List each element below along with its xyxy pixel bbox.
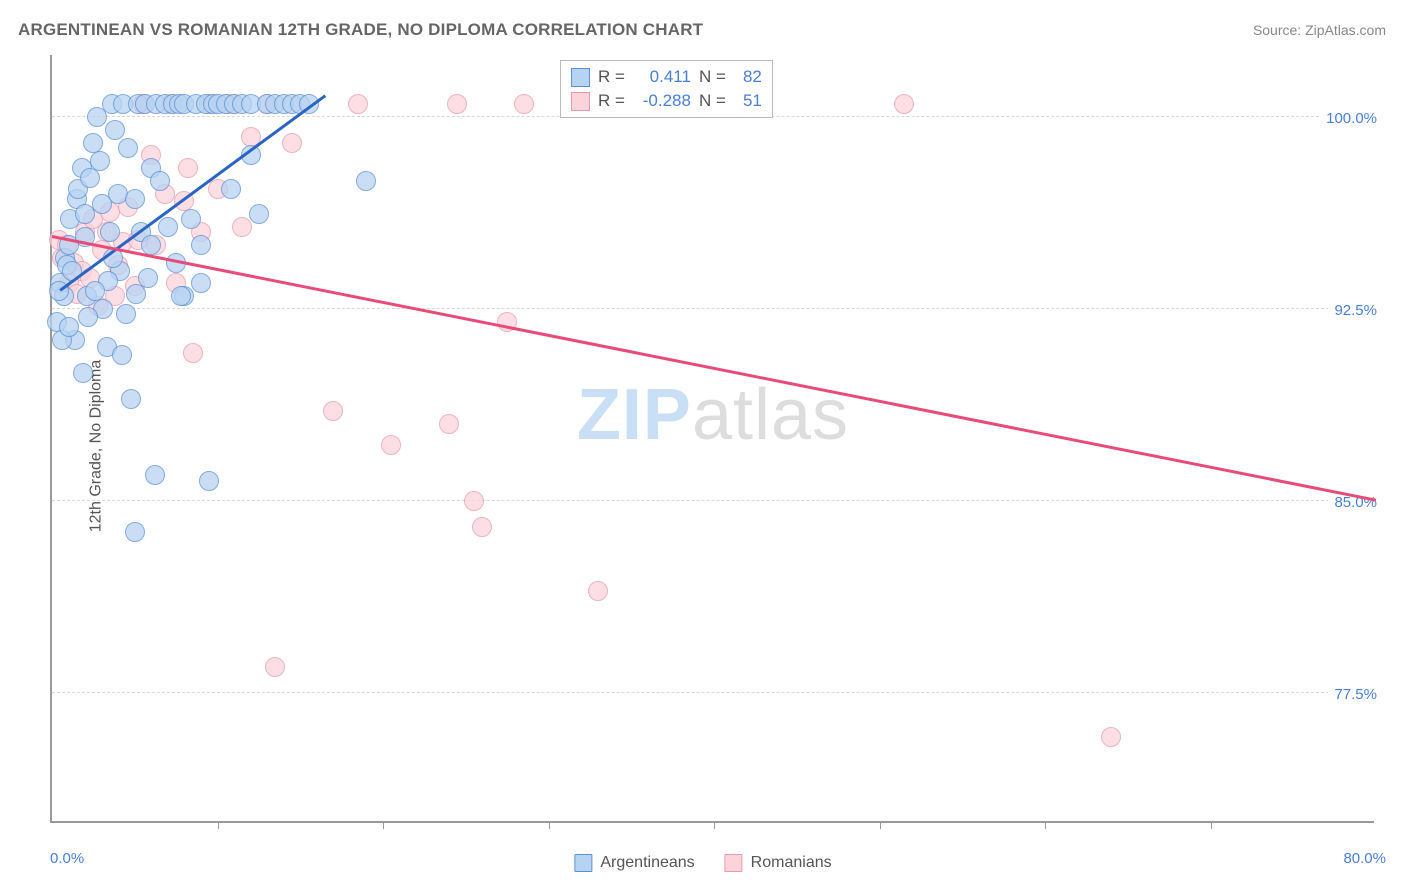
- stats-n: N =: [699, 91, 726, 111]
- stats-r: R =: [598, 67, 625, 87]
- scatter-point: [125, 522, 145, 542]
- scatter-point: [588, 581, 608, 601]
- x-axis-min-label: 0.0%: [50, 850, 84, 867]
- scatter-point: [356, 171, 376, 191]
- chart-container: ARGENTINEAN VS ROMANIAN 12TH GRADE, NO D…: [0, 0, 1406, 892]
- scatter-point: [59, 317, 79, 337]
- scatter-point: [78, 307, 98, 327]
- scatter-point: [183, 343, 203, 363]
- x-tick: [1211, 821, 1212, 829]
- scatter-point: [178, 158, 198, 178]
- gridline: [52, 500, 1374, 501]
- scatter-point: [112, 345, 132, 365]
- x-tick: [549, 821, 550, 829]
- stats-n-value: 82: [734, 67, 762, 87]
- scatter-point: [199, 471, 219, 491]
- stats-swatch: [571, 92, 590, 111]
- x-tick: [218, 821, 219, 829]
- scatter-point: [126, 284, 146, 304]
- y-tick-label: 92.5%: [1328, 302, 1377, 319]
- scatter-point: [90, 151, 110, 171]
- scatter-point: [116, 304, 136, 324]
- scatter-point: [75, 204, 95, 224]
- stats-n: N =: [699, 67, 726, 87]
- scatter-point: [514, 94, 534, 114]
- scatter-point: [439, 414, 459, 434]
- scatter-point: [181, 209, 201, 229]
- scatter-point: [221, 179, 241, 199]
- x-tick: [714, 821, 715, 829]
- legend-label: Argentineans: [600, 854, 694, 872]
- stats-row-argentineans: R = 0.411 N = 82: [571, 65, 762, 89]
- scatter-point: [447, 94, 467, 114]
- stats-row-romanians: R = -0.288 N = 51: [571, 89, 762, 113]
- y-tick-label: 100.0%: [1320, 110, 1377, 127]
- chart-title: ARGENTINEAN VS ROMANIAN 12TH GRADE, NO D…: [18, 20, 703, 40]
- scatter-point: [265, 657, 285, 677]
- scatter-point: [150, 171, 170, 191]
- x-axis-max-label: 80.0%: [1343, 850, 1386, 867]
- scatter-point: [80, 168, 100, 188]
- stats-swatch: [571, 68, 590, 87]
- legend-swatch: [574, 854, 592, 872]
- scatter-point: [472, 517, 492, 537]
- scatter-point: [121, 389, 141, 409]
- scatter-point: [282, 133, 302, 153]
- source-label: Source: ZipAtlas.com: [1253, 22, 1386, 38]
- legend-item-romanians: Romanians: [725, 854, 832, 872]
- stats-box: R = 0.411 N = 82 R = -0.288 N = 51: [560, 60, 773, 118]
- legend: Argentineans Romanians: [574, 854, 831, 872]
- scatter-point: [73, 363, 93, 383]
- scatter-point: [894, 94, 914, 114]
- stats-r-value: 0.411: [633, 67, 691, 87]
- x-tick: [383, 821, 384, 829]
- y-tick-label: 77.5%: [1328, 686, 1377, 703]
- legend-item-argentineans: Argentineans: [574, 854, 694, 872]
- scatter-point: [464, 491, 484, 511]
- watermark-part1: ZIP: [577, 375, 692, 455]
- stats-r: R =: [598, 91, 625, 111]
- scatter-point: [100, 222, 120, 242]
- plot-area: ZIPatlas 77.5%85.0%92.5%100.0%: [50, 55, 1374, 823]
- scatter-point: [85, 281, 105, 301]
- legend-label: Romanians: [751, 854, 832, 872]
- scatter-point: [323, 401, 343, 421]
- gridline: [52, 308, 1374, 309]
- scatter-point: [171, 286, 191, 306]
- scatter-point: [158, 217, 178, 237]
- scatter-point: [145, 465, 165, 485]
- scatter-point: [118, 138, 138, 158]
- scatter-point: [1101, 727, 1121, 747]
- scatter-point: [381, 435, 401, 455]
- watermark-part2: atlas: [692, 375, 849, 455]
- trend-line: [52, 235, 1376, 501]
- scatter-point: [249, 204, 269, 224]
- stats-n-value: 51: [734, 91, 762, 111]
- scatter-point: [232, 217, 252, 237]
- gridline: [52, 692, 1374, 693]
- x-tick: [880, 821, 881, 829]
- scatter-point: [125, 189, 145, 209]
- scatter-point: [191, 235, 211, 255]
- x-tick: [1045, 821, 1046, 829]
- stats-r-value: -0.288: [633, 91, 691, 111]
- scatter-point: [105, 120, 125, 140]
- scatter-point: [191, 273, 211, 293]
- scatter-point: [141, 235, 161, 255]
- legend-swatch: [725, 854, 743, 872]
- scatter-point: [348, 94, 368, 114]
